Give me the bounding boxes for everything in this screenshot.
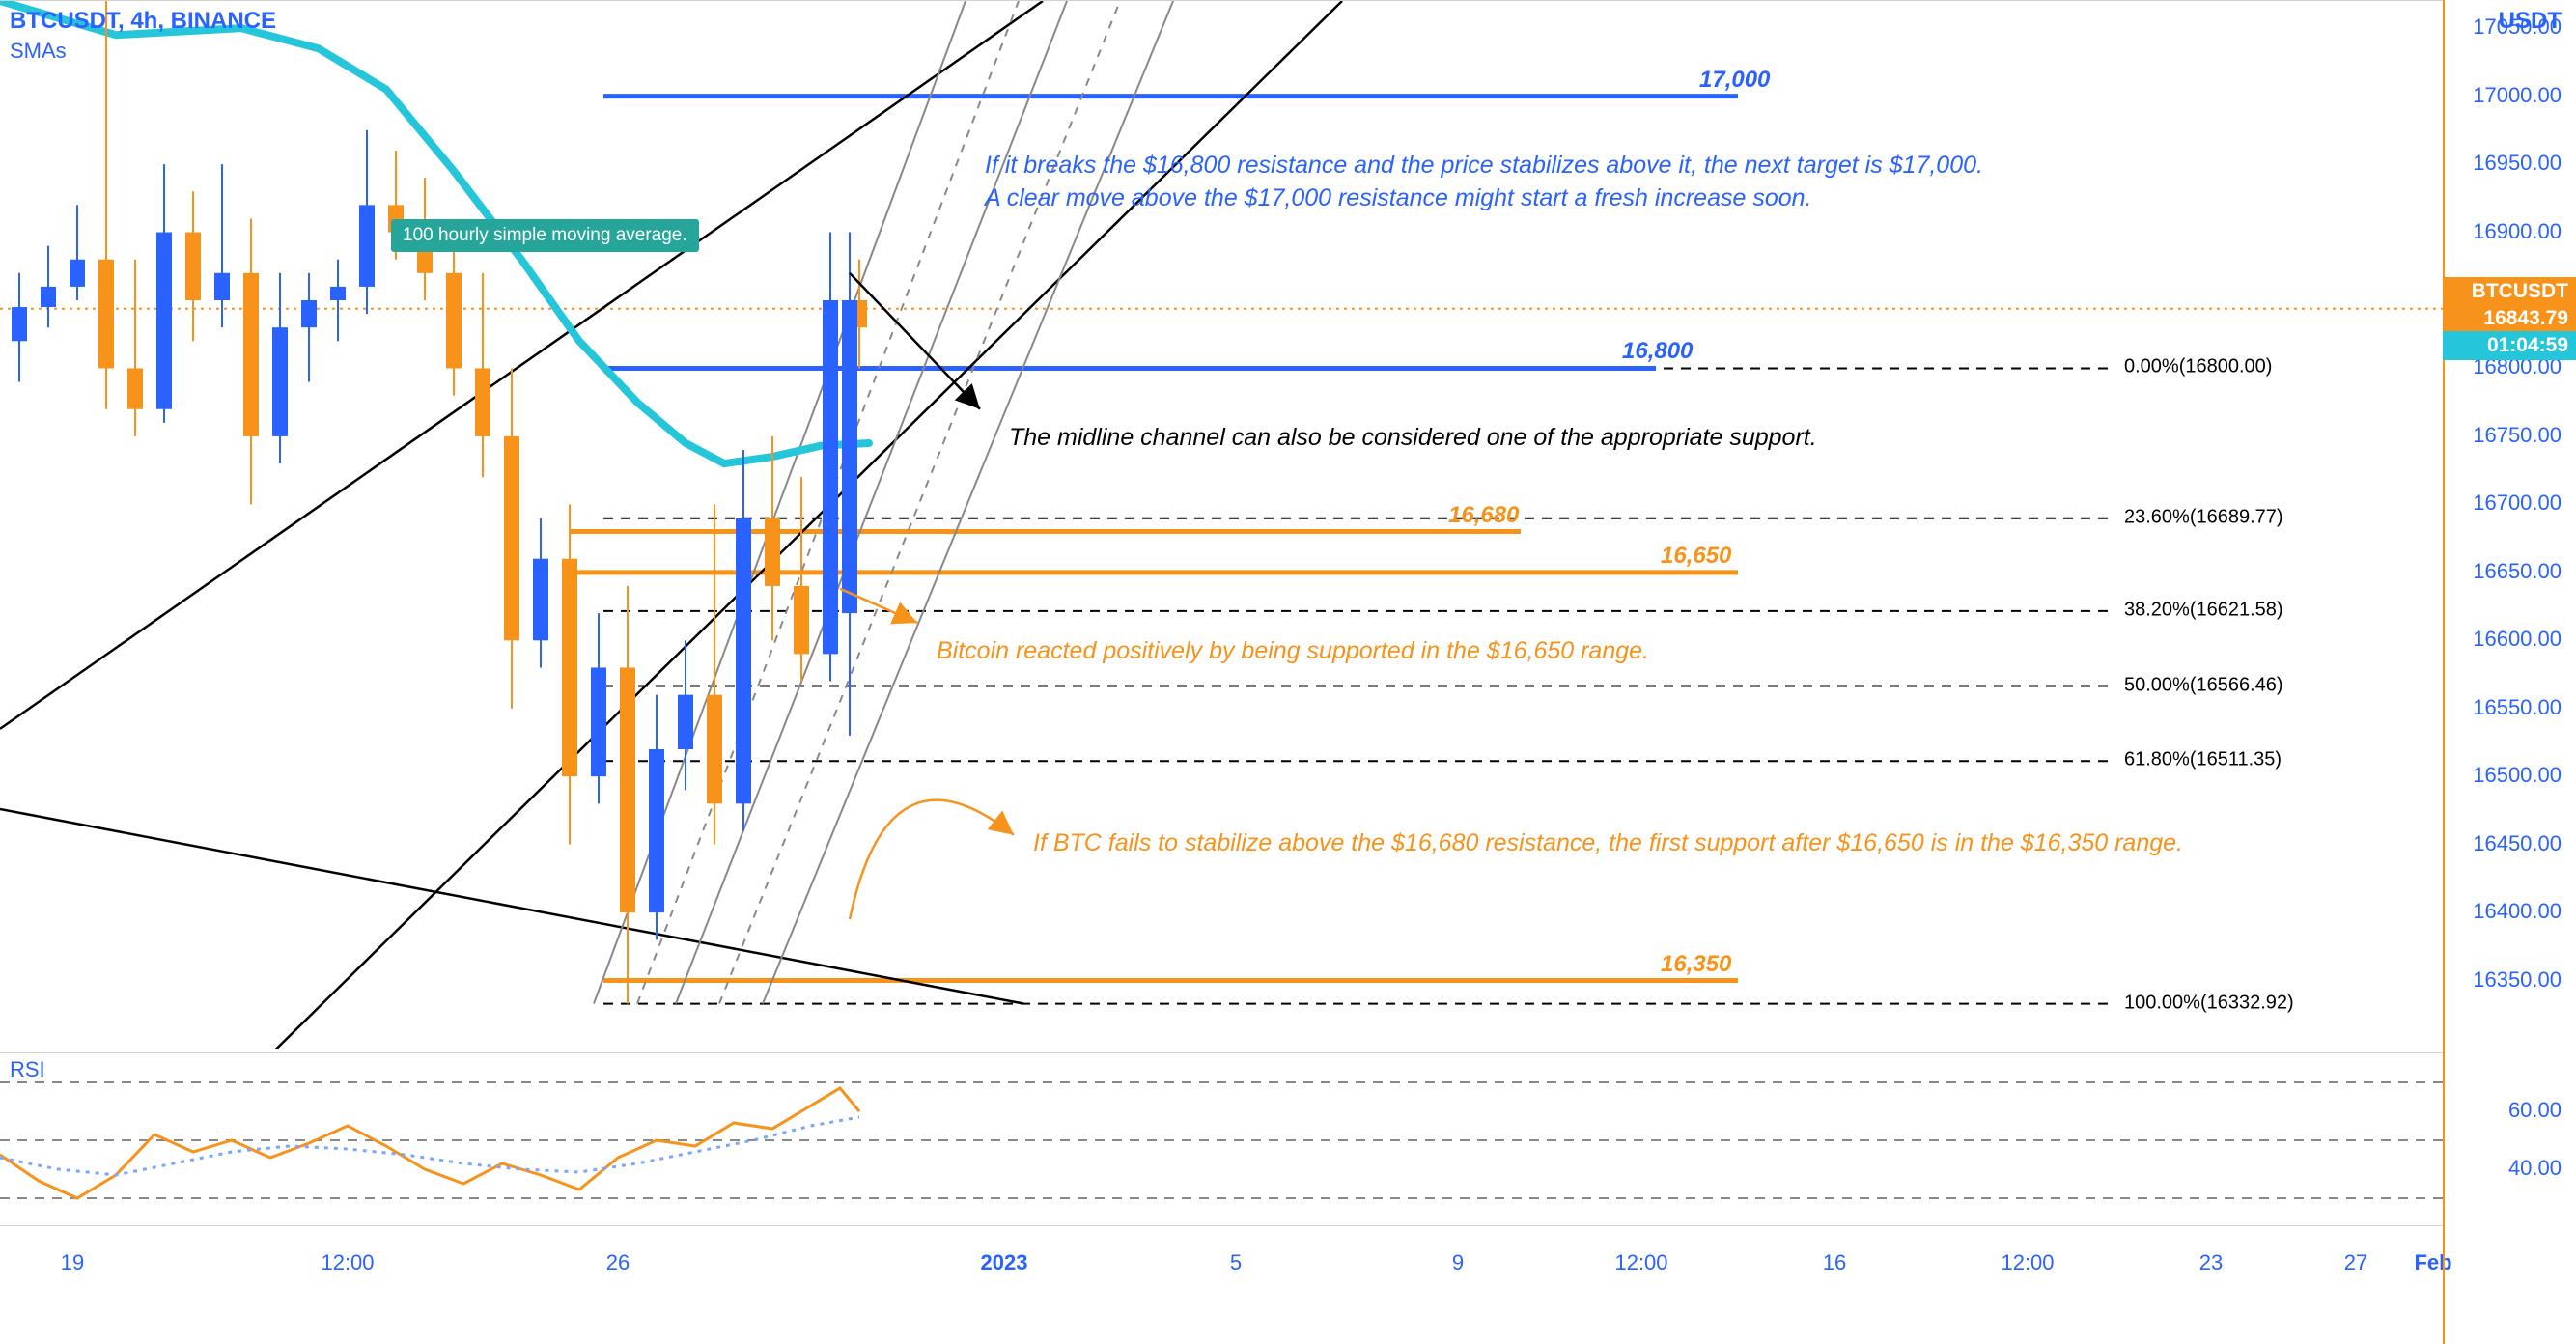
price-tick: 16350.00 xyxy=(2473,967,2562,993)
chart-title: BTCUSDT, 4h, BINANCE xyxy=(10,8,276,35)
fib-label: 61.80%(16511.35) xyxy=(2124,749,2282,771)
price-axis: USDT 17050.0017000.0016950.0016900.00168… xyxy=(2443,0,2576,1344)
price-tick: 16950.00 xyxy=(2473,151,2562,176)
symbol-badge: BTCUSDT xyxy=(2443,277,2576,306)
level-label: 17,000 xyxy=(1699,67,1770,94)
fib-label: 23.60%(16689.77) xyxy=(2124,506,2283,528)
sma-indicator-label: SMAs xyxy=(10,39,67,64)
price-tick: 17000.00 xyxy=(2473,83,2562,108)
price-tick: 16550.00 xyxy=(2473,695,2562,720)
price-tick: 16900.00 xyxy=(2473,219,2562,244)
price-tick: 17050.00 xyxy=(2473,14,2562,40)
time-tick: 12:00 xyxy=(2001,1250,2054,1275)
annotation-text: Bitcoin reacted positively by being supp… xyxy=(937,635,1999,668)
time-tick: 16 xyxy=(1823,1250,1846,1275)
price-tick: 16500.00 xyxy=(2473,763,2562,788)
rsi-tick: 40.00 xyxy=(2508,1156,2562,1181)
rsi-tick: 60.00 xyxy=(2508,1098,2562,1123)
time-tick: 19 xyxy=(61,1250,84,1275)
price-tick: 16650.00 xyxy=(2473,559,2562,584)
level-label: 16,800 xyxy=(1622,338,1693,365)
price-tick: 16750.00 xyxy=(2473,423,2562,448)
rsi-indicator-label: RSI xyxy=(10,1057,45,1082)
sma-100-badge: 100 hourly simple moving average. xyxy=(391,219,699,252)
level-label: 16,680 xyxy=(1448,502,1519,529)
level-label: 16,350 xyxy=(1661,951,1731,978)
chart-container: BTCUSDT, 4h, BINANCE SMAs RSI 19 12:00 26 2… xyxy=(0,0,2576,1344)
fib-label: 0.00%(16800.00) xyxy=(2124,356,2272,378)
fib-label: 50.00%(16566.46) xyxy=(2124,674,2283,696)
time-tick: 12:00 xyxy=(321,1250,374,1275)
time-tick: 2023 xyxy=(981,1250,1028,1275)
price-tick: 16600.00 xyxy=(2473,627,2562,652)
rsi-panel[interactable]: RSI xyxy=(0,1052,2443,1226)
price-tick: 16700.00 xyxy=(2473,490,2562,516)
time-tick: 9 xyxy=(1452,1250,1464,1275)
time-tick: 23 xyxy=(2199,1250,2223,1275)
time-tick: 26 xyxy=(606,1250,630,1275)
time-tick: 12:00 xyxy=(1614,1250,1667,1275)
rsi-svg xyxy=(0,1053,2443,1227)
fib-label: 100.00%(16332.92) xyxy=(2124,992,2294,1014)
price-tick: 16450.00 xyxy=(2473,831,2562,856)
annotation-text: If BTC fails to stabilize above the $16,… xyxy=(1033,827,2288,860)
annotation-text: If it breaks the $16,800 resistance and … xyxy=(985,150,2047,215)
level-label: 16,650 xyxy=(1661,543,1731,570)
time-tick: 27 xyxy=(2344,1250,2367,1275)
price-tick: 16400.00 xyxy=(2473,899,2562,924)
time-tick: 5 xyxy=(1230,1250,1242,1275)
annotation-text: The midline channel can also be consider… xyxy=(1009,422,2168,455)
fib-label: 38.20%(16621.58) xyxy=(2124,599,2283,621)
countdown-badge: 01:04:59 xyxy=(2443,331,2576,360)
time-axis: 1912:002620235912:001612:002327Feb xyxy=(0,1236,2443,1284)
current-price-badge: 16843.79 xyxy=(2443,304,2576,333)
